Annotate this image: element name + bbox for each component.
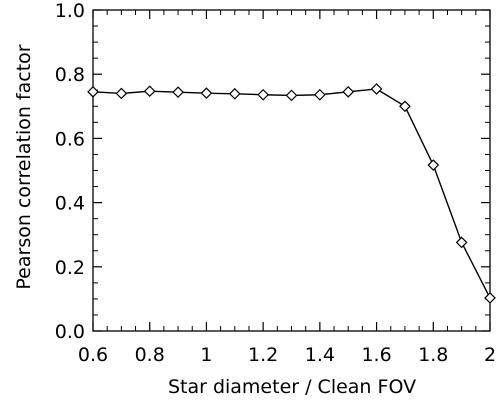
y-tick-label: 0.0 (55, 321, 85, 343)
data-point-marker (87, 86, 99, 98)
y-tick-label: 1.0 (55, 0, 85, 22)
data-point-marker (285, 89, 298, 102)
data-point-marker (200, 87, 213, 99)
x-tick-label: 1.2 (248, 344, 278, 366)
data-point-marker (342, 86, 355, 98)
x-tick-label: 0.8 (135, 344, 165, 366)
series (87, 83, 496, 304)
x-tick-label: 0.6 (78, 344, 108, 366)
x-tick-label: 1 (200, 344, 212, 366)
data-point-marker (314, 88, 326, 101)
data-point-marker (228, 87, 241, 100)
x-tick-label: 1.4 (305, 344, 335, 366)
data-point-marker (455, 236, 468, 249)
x-axis-label: Star diameter / Clean FOV (168, 376, 416, 398)
y-tick-label: 0.8 (55, 64, 85, 86)
series-line (92, 88, 491, 299)
data-point-marker (484, 292, 496, 304)
data-point-marker (115, 87, 128, 100)
y-tick-label: 0.4 (55, 193, 85, 215)
axes (92, 9, 491, 332)
data-point-marker (143, 85, 156, 98)
data-point-marker (370, 83, 383, 95)
ticks: 0.6 0.8 1 1.2 1.4 1.6 1.8 2 0.0 0.2 0.4 0.6 0.8 1.0 (55, 0, 496, 366)
y-tick-label: 0.2 (55, 257, 85, 279)
x-tick-label: 2 (484, 344, 496, 366)
x-tick-label: 1.6 (361, 344, 391, 366)
y-tick-label: 0.6 (55, 128, 85, 150)
data-point-marker (399, 100, 411, 113)
data-point-marker (257, 88, 269, 101)
data-point-marker (427, 159, 440, 171)
plot-frame (92, 9, 491, 332)
y-axis-label: Pearson correlation factor (13, 44, 35, 289)
data-point-marker (172, 86, 184, 99)
x-tick-label: 1.8 (418, 344, 448, 366)
